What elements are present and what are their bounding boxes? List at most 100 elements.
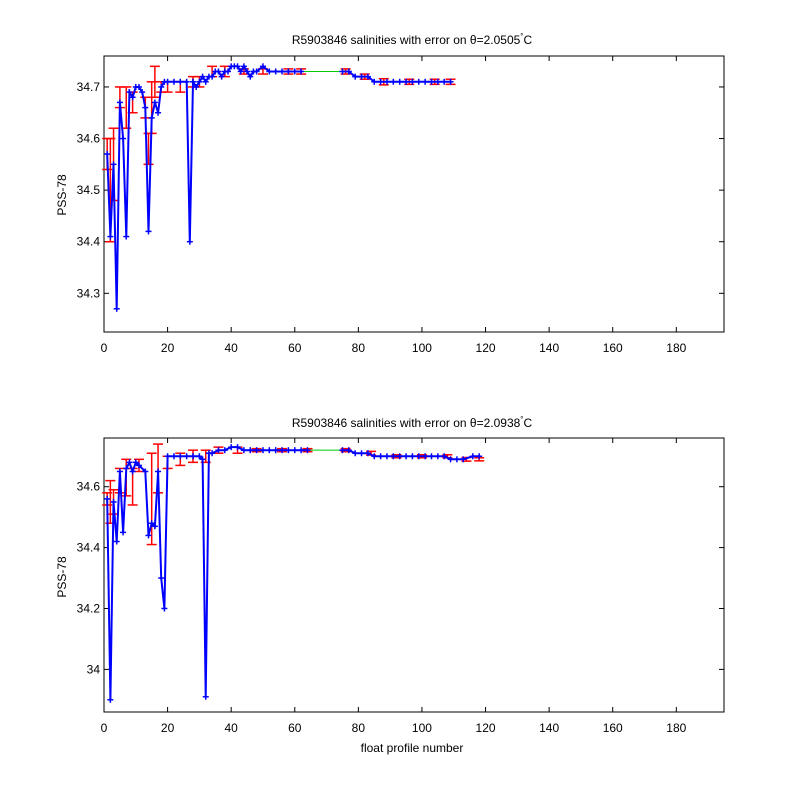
data-point bbox=[183, 453, 190, 460]
data-point bbox=[279, 68, 286, 75]
data-point bbox=[383, 453, 390, 460]
data-point bbox=[396, 453, 403, 460]
data-point bbox=[441, 453, 448, 460]
chart-title-main: R5903846 salinities with error on θ=2.05… bbox=[292, 33, 521, 47]
data-point bbox=[383, 78, 390, 85]
y-tick-label: 34.7 bbox=[77, 80, 101, 94]
data-point bbox=[377, 453, 384, 460]
chart-panel-bottom: R5903846 salinities with error on θ=2.09… bbox=[55, 415, 725, 755]
data-point bbox=[116, 468, 123, 475]
x-tick-label: 120 bbox=[476, 341, 496, 355]
data-point bbox=[196, 78, 203, 85]
data-point bbox=[422, 453, 429, 460]
data-point bbox=[110, 498, 117, 505]
data-point bbox=[460, 456, 467, 463]
data-point bbox=[345, 68, 352, 75]
x-tick-label: 60 bbox=[288, 341, 302, 355]
y-tick-label: 34.2 bbox=[77, 601, 101, 615]
x-tick-label: 40 bbox=[224, 341, 238, 355]
data-point bbox=[183, 78, 190, 85]
data-point bbox=[428, 453, 435, 460]
y-tick-label: 34.3 bbox=[77, 286, 101, 300]
x-tick-label: 180 bbox=[666, 721, 686, 735]
data-point bbox=[371, 453, 378, 460]
data-point bbox=[129, 468, 136, 475]
x-tick-label: 160 bbox=[603, 721, 623, 735]
plot-area-top: 0 20 40 60 80 100 120 140 160 180 34.3 34.4 34.5 34.6… bbox=[77, 55, 725, 355]
x-tick-label: 140 bbox=[539, 341, 559, 355]
data-point bbox=[190, 78, 197, 85]
data-point bbox=[434, 453, 441, 460]
data-point bbox=[151, 523, 158, 530]
data-point bbox=[291, 68, 298, 75]
data-point bbox=[253, 447, 260, 454]
data-point bbox=[209, 73, 216, 80]
data-point bbox=[234, 63, 241, 70]
data-point bbox=[145, 228, 152, 235]
data-point bbox=[228, 444, 235, 451]
data-point bbox=[244, 68, 251, 75]
degree-mark: ° bbox=[520, 32, 523, 41]
data-point bbox=[148, 520, 155, 527]
data-point bbox=[209, 450, 216, 457]
data-point bbox=[390, 78, 397, 85]
data-point bbox=[272, 68, 279, 75]
series-line bbox=[342, 449, 480, 461]
x-tick-label: 100 bbox=[412, 721, 432, 735]
data-point bbox=[120, 529, 127, 536]
data-point bbox=[164, 78, 171, 85]
data-point bbox=[298, 68, 305, 75]
data-point bbox=[240, 63, 247, 70]
data-point bbox=[358, 73, 365, 80]
data-point bbox=[155, 109, 162, 116]
data-point bbox=[221, 447, 228, 454]
x-tick-label: 140 bbox=[539, 721, 559, 735]
plot-area-bottom: 0 20 40 60 80 100 120 140 160 180 34 34.2 34.4 34.6 bbox=[77, 437, 725, 735]
data-point bbox=[247, 73, 254, 80]
data-point bbox=[476, 453, 483, 460]
data-point bbox=[170, 78, 177, 85]
data-point bbox=[279, 447, 286, 454]
data-point bbox=[259, 447, 266, 454]
data-point bbox=[415, 453, 422, 460]
data-point bbox=[170, 453, 177, 460]
data-point bbox=[377, 78, 384, 85]
data-point bbox=[304, 447, 311, 454]
y-axis-label-top: PSS-78 bbox=[55, 174, 69, 216]
data-point bbox=[434, 78, 441, 85]
data-point bbox=[352, 450, 359, 457]
x-tick-label: 20 bbox=[161, 341, 175, 355]
data-point bbox=[371, 78, 378, 85]
x-axis-label: float profile number bbox=[361, 741, 464, 755]
data-point bbox=[237, 68, 244, 75]
data-point bbox=[202, 78, 209, 85]
data-point bbox=[447, 456, 454, 463]
data-point bbox=[107, 233, 114, 240]
y-tick-label: 34.4 bbox=[77, 541, 101, 555]
y-tick-label: 34.6 bbox=[77, 132, 101, 146]
data-point bbox=[453, 456, 460, 463]
data-point bbox=[148, 114, 155, 121]
data-point bbox=[247, 447, 254, 454]
data-point bbox=[123, 465, 130, 472]
data-point bbox=[469, 453, 476, 460]
x-tick-label: 40 bbox=[224, 721, 238, 735]
y-axis-label-bottom: PSS-78 bbox=[55, 556, 69, 598]
data-point bbox=[266, 447, 273, 454]
data-point bbox=[422, 78, 429, 85]
data-point bbox=[196, 453, 203, 460]
data-point bbox=[291, 447, 298, 454]
data-point bbox=[409, 78, 416, 85]
y-tick-label: 34.6 bbox=[77, 480, 101, 494]
data-point bbox=[298, 447, 305, 454]
data-point bbox=[253, 68, 260, 75]
data-point bbox=[352, 73, 359, 80]
y-tick-label: 34.4 bbox=[77, 235, 101, 249]
data-point bbox=[113, 305, 120, 312]
data-point bbox=[135, 462, 142, 469]
error-bar bbox=[149, 65, 160, 99]
data-point bbox=[364, 450, 371, 457]
x-tick-label: 0 bbox=[101, 341, 108, 355]
chart-title-top: R5903846 salinities with error on θ=2.05… bbox=[292, 32, 533, 47]
data-point bbox=[193, 83, 200, 90]
